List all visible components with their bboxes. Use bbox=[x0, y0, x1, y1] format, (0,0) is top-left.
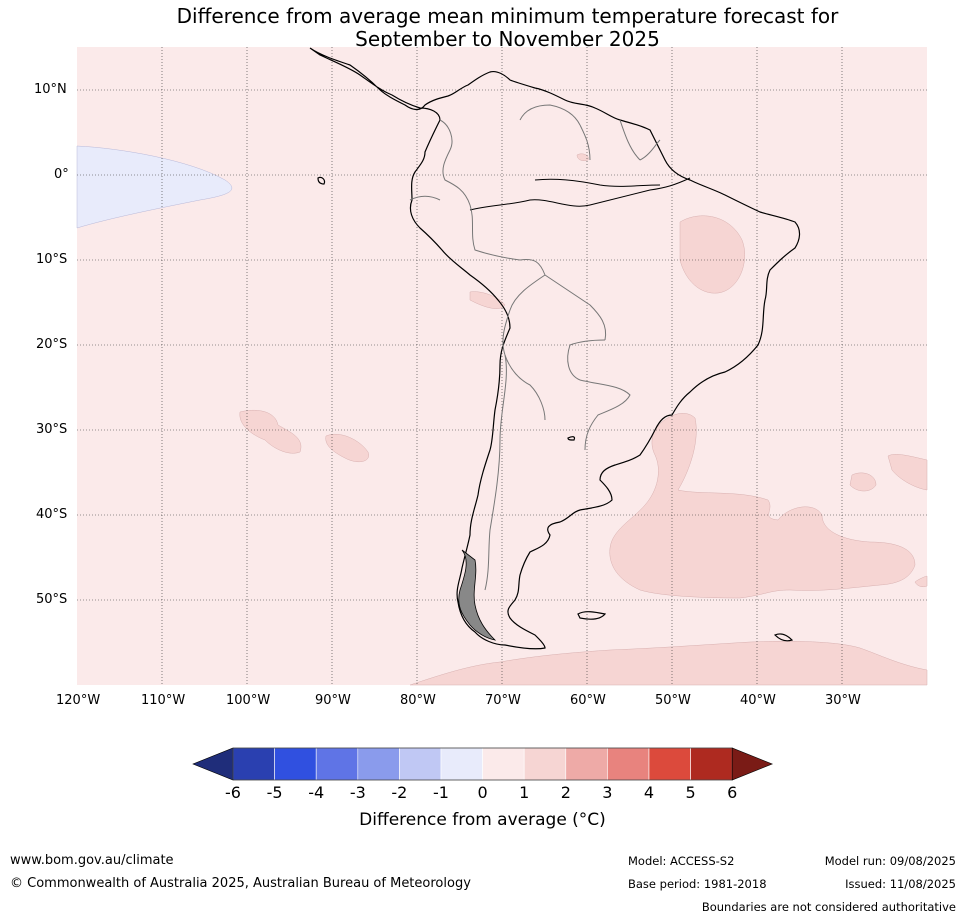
colorbar bbox=[192, 747, 774, 781]
title-line-1: Difference from average mean minimum tem… bbox=[176, 4, 839, 28]
orinoco-river bbox=[534, 178, 661, 187]
colorbar-tick-label: 1 bbox=[519, 783, 530, 802]
country-borders bbox=[409, 104, 661, 591]
colorbar-segment bbox=[315, 747, 359, 781]
colorbar-segment bbox=[607, 747, 650, 781]
lon-label-100w: 100°W bbox=[226, 693, 271, 708]
title-line-2: September to November 2025 bbox=[355, 27, 660, 51]
colorbar-segment bbox=[232, 747, 275, 781]
colorbar-tick-label: -6 bbox=[225, 783, 241, 802]
lon-label-110w: 110°W bbox=[141, 693, 186, 708]
colorbar-arrow-low bbox=[192, 747, 234, 781]
lon-label-60w: 60°W bbox=[570, 693, 606, 708]
lat-label-40s: 40°S bbox=[36, 507, 68, 522]
footer-model: Model: ACCESS-S2 bbox=[628, 854, 735, 868]
lat-label-20s: 20°S bbox=[36, 337, 68, 352]
patagonia-fjords bbox=[458, 549, 497, 641]
colorbar-tick-label: -2 bbox=[391, 783, 408, 802]
colorbar-tick-label: 6 bbox=[727, 783, 738, 802]
lon-label-50w: 50°W bbox=[655, 693, 691, 708]
colorbar-label: Difference from average (°C) bbox=[359, 810, 606, 830]
colorbar-tick-label: -1 bbox=[433, 783, 449, 802]
colorbar-segment bbox=[690, 747, 733, 781]
footer-issued: Issued: 11/08/2025 bbox=[845, 877, 956, 891]
footer-copyright: © Commonwealth of Australia 2025, Austra… bbox=[10, 876, 471, 891]
colorbar-segment bbox=[440, 747, 483, 781]
colorbar-tick-label: 3 bbox=[602, 783, 613, 802]
lat-label-0: 0° bbox=[54, 167, 69, 182]
lat-label-30s: 30°S bbox=[36, 422, 68, 437]
lon-label-40w: 40°W bbox=[740, 693, 776, 708]
south-america-coastline bbox=[309, 47, 801, 650]
footer-url: www.bom.gov.au/climate bbox=[10, 853, 174, 868]
colorbar-tick-label: -3 bbox=[349, 783, 366, 802]
colorbar-segment bbox=[357, 747, 400, 781]
footer-disclaimer: Boundaries are not considered authoritat… bbox=[701, 900, 956, 914]
lat-label-10s: 10°S bbox=[36, 252, 68, 267]
colorbar-segment bbox=[482, 747, 525, 781]
cool-anomaly-region bbox=[76, 145, 232, 229]
islands bbox=[317, 176, 794, 642]
lon-label-90w: 90°W bbox=[315, 693, 351, 708]
lon-label-30w: 30°W bbox=[825, 693, 861, 708]
graticule bbox=[77, 47, 927, 685]
footer-model-run: Model run: 09/08/2025 bbox=[824, 854, 956, 868]
warm-anomaly-regions bbox=[239, 153, 928, 686]
colorbar-tick-label: -4 bbox=[308, 783, 325, 802]
lon-label-80w: 80°W bbox=[400, 693, 436, 708]
colorbar-segment bbox=[648, 747, 691, 781]
lon-label-70w: 70°W bbox=[485, 693, 521, 708]
map-title: Difference from average mean minimum tem… bbox=[0, 5, 965, 51]
amazon-river bbox=[469, 177, 691, 211]
footer-base-period: Base period: 1981-2018 bbox=[628, 877, 767, 891]
colorbar-segment bbox=[565, 747, 608, 781]
colorbar-outline bbox=[232, 747, 733, 781]
colorbar-tick-label: 4 bbox=[643, 783, 655, 802]
colorbar-tick-label: 5 bbox=[685, 783, 696, 802]
colorbar-segment bbox=[399, 747, 442, 781]
colorbar-tick-label: -5 bbox=[266, 783, 283, 802]
colorbar-tick-label: 2 bbox=[560, 783, 571, 802]
lat-label-50s: 50°S bbox=[36, 592, 68, 607]
lat-label-10n: 10°N bbox=[34, 82, 67, 97]
colorbar-arrow-high bbox=[731, 747, 774, 781]
lon-label-120w: 120°W bbox=[56, 693, 101, 708]
colorbar-tick-label: 0 bbox=[477, 783, 488, 802]
colorbar-segment bbox=[274, 747, 317, 781]
colorbar-segment bbox=[523, 747, 567, 781]
